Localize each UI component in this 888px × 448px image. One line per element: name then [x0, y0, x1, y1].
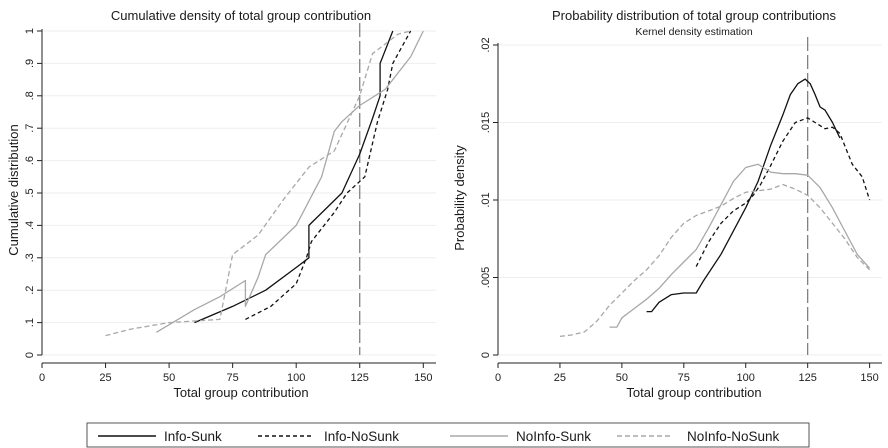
- chart-title-cumulative: Cumulative density of total group contri…: [111, 8, 371, 23]
- x-tick-label-density: 50: [616, 372, 628, 384]
- y-tick-label-cumulative: .4: [24, 221, 36, 230]
- y-tick-label-density: 0: [480, 352, 492, 358]
- y-axis-label-density: Probability density: [452, 145, 467, 251]
- legend-label-info-sunk: Info-Sunk: [164, 429, 222, 444]
- y-tick-label-cumulative: 0: [24, 352, 36, 358]
- series-line-noinfo-sunk-cumulative: [156, 30, 424, 333]
- x-axis-label-cumulative: Total group contribution: [173, 385, 308, 400]
- series-line-noinfo-nosunk-cumulative: [105, 30, 411, 337]
- legend: Info-Sunk Info-NoSunk NoInfo-Sunk NoInfo-No…: [86, 422, 810, 448]
- y-tick-label-cumulative: .3: [24, 253, 36, 262]
- series-line-info-sunk-density: [646, 78, 841, 313]
- x-tick-label-density: 75: [678, 372, 690, 384]
- chart-title-density: Probability distribution of total group …: [552, 8, 836, 23]
- y-tick-label-density: .02: [480, 37, 492, 52]
- legend-label-noinfo-nosunk: NoInfo-NoSunk: [687, 429, 780, 444]
- y-tick-label-cumulative: .9: [24, 59, 36, 68]
- x-tick-label-density: 150: [860, 372, 878, 384]
- x-tick-label-density: 100: [737, 372, 755, 384]
- x-tick-label-cumulative: 50: [163, 372, 175, 384]
- y-axis-label-cumulative: Cumulative distribution: [6, 124, 21, 256]
- cumulative-density-panel: Cumulative density of total group contri…: [6, 8, 436, 400]
- y-tick-label-cumulative: .1: [24, 318, 36, 327]
- x-tick-label-cumulative: 100: [287, 372, 305, 384]
- legend-label-noinfo-sunk: NoInfo-Sunk: [516, 429, 591, 444]
- x-tick-label-cumulative: 125: [351, 372, 369, 384]
- series-line-noinfo-sunk-density: [609, 163, 871, 328]
- series-line-info-sunk-cumulative: [194, 30, 394, 324]
- y-tick-label-cumulative: 1: [24, 28, 36, 34]
- y-tick-label-cumulative: .2: [24, 286, 36, 295]
- y-tick-label-density: .005: [480, 267, 492, 288]
- series-line-info-nosunk-cumulative: [245, 30, 412, 320]
- series-line-info-nosunk-density: [695, 117, 871, 267]
- x-tick-label-cumulative: 75: [227, 372, 239, 384]
- legend-box: [86, 422, 810, 448]
- x-tick-label-density: 25: [554, 372, 566, 384]
- probability-density-panel: Probability distribution of total group …: [452, 8, 882, 400]
- x-tick-label-cumulative: 25: [99, 372, 111, 384]
- x-axis-label-density: Total group contribution: [626, 385, 761, 400]
- y-tick-label-density: .015: [480, 112, 492, 133]
- legend-label-info-nosunk: Info-NoSunk: [324, 429, 399, 444]
- y-tick-label-cumulative: .7: [24, 124, 36, 133]
- x-tick-label-density: 125: [798, 372, 816, 384]
- chart-subtitle-density: Kernel density estimation: [635, 26, 752, 38]
- y-tick-label-cumulative: .6: [24, 156, 36, 165]
- y-tick-label-cumulative: .5: [24, 188, 36, 197]
- x-tick-label-density: 0: [495, 372, 501, 384]
- y-tick-label-cumulative: .8: [24, 91, 36, 100]
- x-tick-label-cumulative: 150: [414, 372, 432, 384]
- x-tick-label-cumulative: 0: [39, 372, 45, 384]
- series-line-noinfo-nosunk-density: [559, 183, 871, 338]
- y-tick-label-density: .01: [480, 192, 492, 207]
